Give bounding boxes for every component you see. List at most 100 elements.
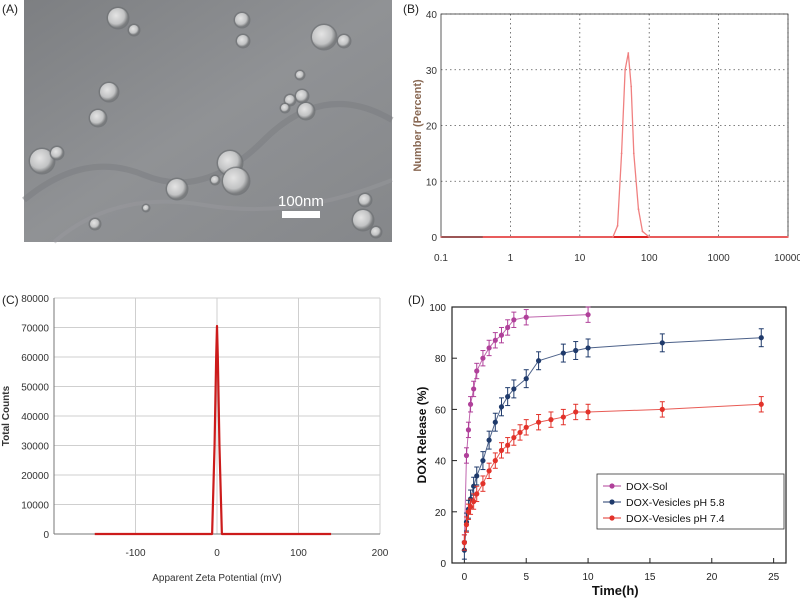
d-data-point bbox=[471, 483, 477, 489]
vesicle bbox=[296, 71, 304, 79]
d-data-point bbox=[498, 404, 505, 410]
d-data-point bbox=[492, 458, 498, 464]
vesicle bbox=[237, 35, 249, 47]
c-ytick-label: 20000 bbox=[21, 471, 49, 482]
panel-b-label: (B) bbox=[403, 2, 419, 16]
d-legend-label: DOX-Vesicles pH 5.8 bbox=[626, 497, 725, 509]
vesicle bbox=[30, 149, 54, 173]
d-xlabel: Time(h) bbox=[592, 583, 639, 598]
c-xtick-label: 100 bbox=[290, 548, 307, 559]
c-ytick-label: 70000 bbox=[21, 324, 49, 335]
d-legend-marker bbox=[609, 499, 615, 505]
b-ytick-label: 10 bbox=[426, 177, 438, 188]
d-data-point bbox=[517, 429, 523, 436]
d-data-point bbox=[486, 345, 492, 351]
d-data-point bbox=[523, 376, 529, 382]
c-ytick-label: 40000 bbox=[21, 412, 49, 423]
d-xtick-label: 20 bbox=[706, 572, 718, 583]
b-plot-frame bbox=[440, 13, 789, 238]
b-data-point bbox=[440, 236, 442, 238]
d-ytick-label: 20 bbox=[435, 508, 447, 519]
d-data-point bbox=[465, 509, 472, 515]
d-data-point bbox=[471, 386, 477, 392]
d-data-point bbox=[465, 506, 472, 512]
b-data-point bbox=[620, 152, 623, 155]
vesicle-group bbox=[28, 6, 383, 239]
b-distribution-line bbox=[441, 52, 788, 238]
vesicle bbox=[90, 219, 100, 229]
b-data-point bbox=[612, 236, 614, 238]
d-data-point bbox=[505, 324, 511, 331]
panel-c-label: (C) bbox=[2, 293, 19, 307]
d-data-point bbox=[659, 340, 665, 346]
d-data-point bbox=[511, 434, 517, 441]
d-data-point bbox=[467, 401, 474, 407]
d-ylabel: DOX Release (%) bbox=[415, 387, 429, 484]
c-ytick-label: 10000 bbox=[21, 501, 49, 512]
d-ytick-label: 60 bbox=[435, 405, 447, 416]
d-legend-marker bbox=[609, 515, 615, 521]
d-data-point bbox=[505, 442, 511, 448]
d-data-point bbox=[511, 317, 517, 323]
d-data-point bbox=[523, 314, 529, 320]
c-ytick-label: 80000 bbox=[21, 294, 49, 305]
c-zeta-line bbox=[94, 324, 332, 536]
d-ytick-label: 40 bbox=[435, 457, 447, 468]
b-data-point bbox=[624, 68, 627, 71]
scale-bar-label: 100nm bbox=[278, 193, 324, 210]
b-ytick-label: 30 bbox=[426, 66, 438, 77]
panel-d-label: (D) bbox=[408, 293, 425, 307]
d-plot-frame bbox=[451, 306, 787, 564]
b-data-point bbox=[630, 85, 633, 88]
sem-texture bbox=[22, 101, 394, 203]
panel-a-label: (A) bbox=[2, 2, 18, 16]
b-ytick-label: 40 bbox=[426, 10, 438, 21]
d-data-point bbox=[467, 496, 474, 502]
b-data-point bbox=[616, 224, 619, 227]
d-data-point bbox=[463, 522, 470, 528]
b-data-point bbox=[787, 236, 789, 238]
vesicle bbox=[129, 25, 139, 35]
c-xtick-label: 0 bbox=[214, 548, 220, 559]
d-legend-box bbox=[596, 473, 785, 530]
c-ytick-label: 30000 bbox=[21, 442, 49, 453]
d-data-point bbox=[560, 350, 566, 356]
b-xtick-label: 10000 bbox=[774, 253, 800, 264]
b-xtick-label: 100 bbox=[641, 253, 658, 264]
scale-bar bbox=[282, 211, 320, 218]
d-data-point bbox=[573, 409, 579, 415]
c-ylabel: Total Counts bbox=[1, 385, 12, 446]
vesicle bbox=[235, 13, 249, 27]
d-data-point bbox=[474, 491, 480, 497]
b-ytick-label: 20 bbox=[426, 122, 438, 133]
d-xtick-label: 15 bbox=[644, 572, 656, 583]
d-data-point bbox=[480, 481, 486, 487]
vesicle bbox=[223, 168, 249, 194]
vesicle bbox=[371, 227, 381, 237]
vesicle bbox=[359, 194, 371, 206]
vesicle bbox=[312, 25, 336, 49]
d-data-point bbox=[480, 355, 486, 361]
d-data-point bbox=[480, 458, 486, 464]
d-xtick-label: 0 bbox=[462, 572, 468, 583]
b-xtick-label: 1 bbox=[508, 253, 514, 264]
d-ytick-label: 100 bbox=[429, 303, 446, 314]
d-data-point bbox=[474, 368, 480, 374]
b-xtick-label: 10 bbox=[574, 253, 586, 264]
d-data-point bbox=[461, 547, 467, 553]
sem-texture bbox=[52, 178, 393, 244]
d-data-point bbox=[463, 519, 470, 525]
vesicle bbox=[100, 83, 118, 101]
vesicle bbox=[285, 95, 295, 105]
b-xtick-label: 0.1 bbox=[434, 253, 448, 264]
d-legend-marker bbox=[609, 483, 615, 489]
b-xtick-label: 1000 bbox=[707, 253, 730, 264]
d-data-point bbox=[505, 394, 511, 400]
b-data-point bbox=[627, 52, 630, 54]
d-data-point bbox=[758, 335, 764, 341]
vesicle bbox=[298, 103, 314, 119]
c-ytick-label: 50000 bbox=[21, 383, 49, 394]
d-data-point bbox=[535, 358, 542, 364]
c-xtick-label: -100 bbox=[125, 548, 145, 559]
d-data-point bbox=[758, 401, 764, 407]
